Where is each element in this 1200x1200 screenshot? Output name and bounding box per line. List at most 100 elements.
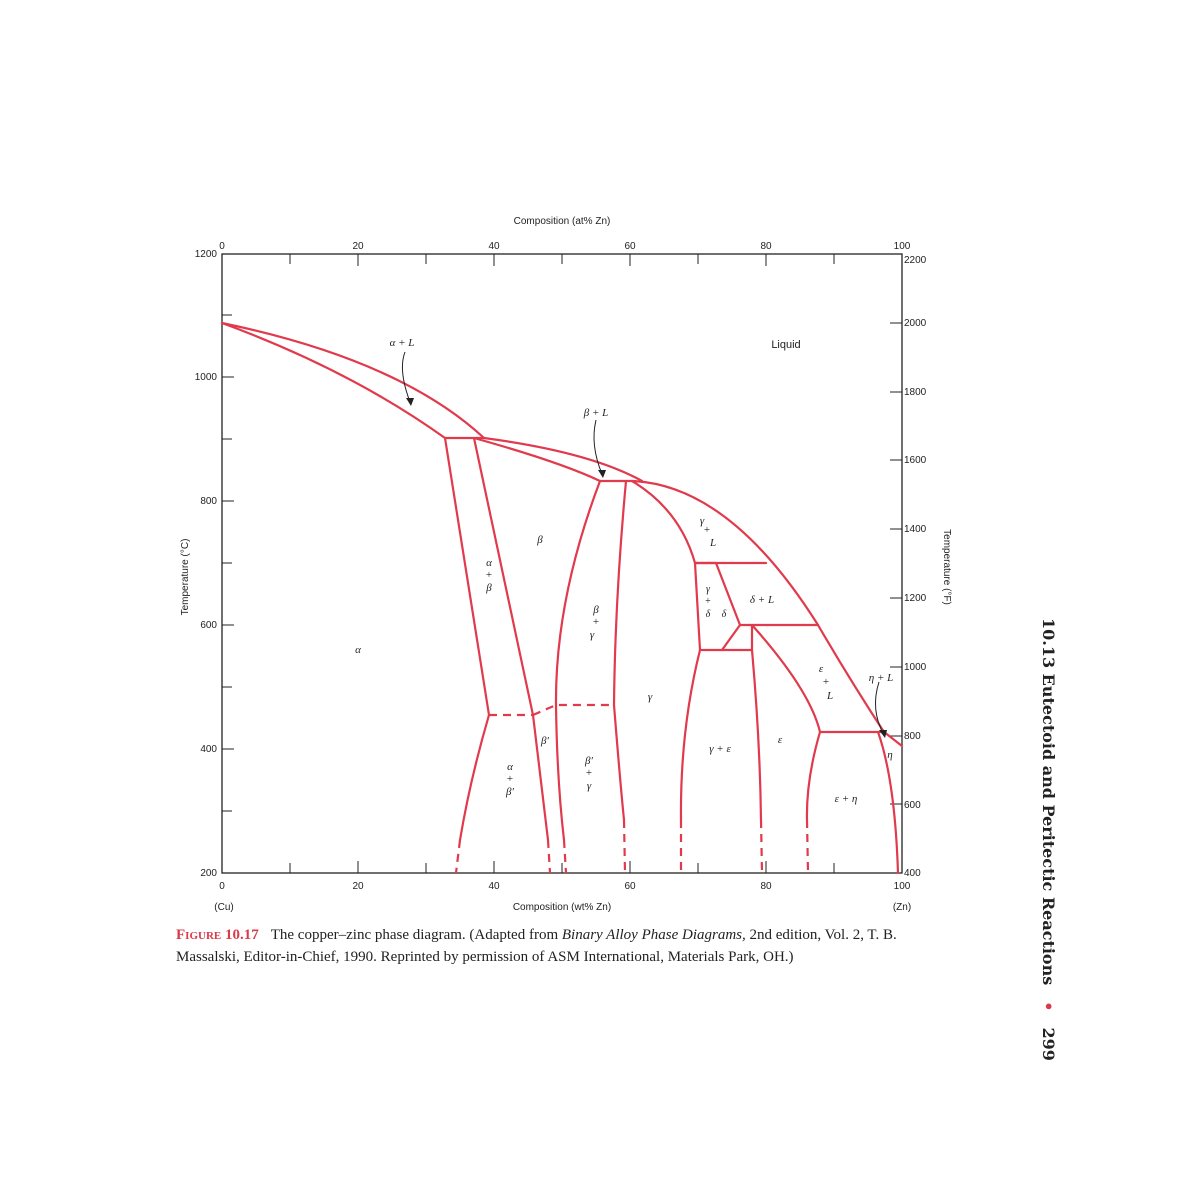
- left-ticks: [222, 314, 234, 812]
- eta-solidus: [876, 730, 900, 875]
- label-delta: δ: [722, 609, 727, 620]
- caption-text-post: 2nd edition, Vol. 2, T. B. Massalski, Ed…: [176, 927, 897, 965]
- left-tick-label-600: 600: [200, 620, 217, 631]
- section-title: 10.13 Eutectoid and Peritectic Reactions: [1039, 618, 1058, 986]
- label-epsilon-l-3: L: [826, 690, 833, 702]
- beta-left-high: [472, 436, 535, 717]
- epsilon-liquidus: [816, 623, 886, 734]
- right-ticks: [890, 322, 902, 805]
- label-gamma-l-1: γ: [700, 515, 705, 527]
- label-epsilon: ε: [778, 734, 783, 746]
- bottom-tick-label-80: 80: [760, 881, 772, 892]
- gamma-right: [679, 648, 702, 822]
- right-tick-label-1200: 1200: [904, 593, 927, 604]
- label-delta-l: δ + L: [750, 594, 774, 606]
- cu-end-label: (Cu): [214, 902, 233, 913]
- figure-label-number: 10.17: [224, 927, 259, 943]
- bullet-separator: •: [1039, 1001, 1058, 1012]
- left-tick-label-200: 200: [200, 868, 217, 879]
- right-tick-label-600: 600: [904, 800, 921, 811]
- top-tick-label-60: 60: [624, 241, 636, 252]
- bottom-ticks: [221, 861, 835, 873]
- left-tick-label-1200: 1200: [195, 249, 218, 260]
- alpha-l-arrow: [401, 351, 411, 403]
- bottom-tick-label-20: 20: [352, 881, 364, 892]
- label-beta-gamma-3: γ: [590, 629, 595, 641]
- figure-caption: Figure 10.17 The copper–zinc phase diagra…: [176, 924, 936, 968]
- label-betap: β′: [540, 735, 549, 747]
- label-alpha-betap-1: α: [507, 761, 513, 773]
- label-betap-gamma-2: +: [586, 767, 592, 779]
- right-tick-label-2000: 2000: [904, 318, 927, 329]
- right-tick-label-1000: 1000: [904, 662, 927, 673]
- betap-dashed-left: [546, 839, 552, 874]
- label-eta: η: [887, 749, 892, 761]
- label-betap-gamma-1: β′: [584, 755, 593, 767]
- gamma-dashed-left: [622, 819, 627, 874]
- beta-left-low: [531, 713, 550, 842]
- left-axis-title: Temperature (°C): [180, 539, 191, 616]
- caption-source-title: Binary Alloy Phase Diagrams,: [561, 927, 746, 943]
- epsilon-dashed-left: [759, 819, 764, 874]
- label-epsilon-eta: ε + η: [835, 793, 858, 805]
- label-beta-l: β + L: [583, 407, 609, 419]
- arrowheads: [406, 398, 887, 738]
- label-gamma-delta-3: δ: [706, 609, 711, 620]
- label-gamma-l-2: +: [704, 524, 710, 536]
- label-gamma: γ: [648, 691, 653, 703]
- top-ticks: [221, 254, 835, 266]
- label-alpha-beta-3: β: [485, 582, 492, 594]
- gamma-left-low: [612, 703, 626, 822]
- liquidus-beta: [482, 436, 644, 483]
- label-gamma-epsilon: γ + ε: [709, 743, 731, 755]
- top-axis-title: Composition (at% Zn): [514, 216, 611, 227]
- right-tick-label-1600: 1600: [904, 455, 927, 466]
- gamma-liquid-solidus: [630, 479, 697, 565]
- bottom-tick-label-100: 100: [894, 881, 911, 892]
- top-tick-label-0: 0: [219, 241, 225, 252]
- alpha-dashed: [454, 839, 462, 874]
- left-tick-label-800: 800: [200, 496, 217, 507]
- bottom-axis-title: Composition (wt% Zn): [513, 902, 611, 913]
- right-tick-label-2200: 2200: [904, 255, 927, 266]
- figure-label-prefix: Figure: [176, 927, 222, 943]
- caption-text-pre: The copper–zinc phase diagram. (Adapted …: [270, 927, 562, 943]
- label-betap-gamma-3: γ: [587, 780, 592, 792]
- right-axis-title: Temperature (°F): [941, 529, 952, 605]
- zn-end-label: (Zn): [893, 902, 911, 913]
- label-beta: β: [536, 534, 543, 546]
- figure-label: Figure 10.17: [176, 927, 259, 943]
- alpha-boundary-high: [443, 436, 491, 717]
- dashed-boundaries: [454, 703, 810, 874]
- beta-l-arrow: [593, 419, 603, 475]
- liquidus-cu-side: [220, 321, 486, 440]
- page-number: 299: [1039, 1027, 1058, 1061]
- running-head: 10.13 Eutectoid and Peritectic Reactions…: [1039, 618, 1058, 1061]
- top-tick-label-100: 100: [894, 241, 911, 252]
- epsilon-left-solidus: [750, 623, 822, 734]
- label-alpha-l: α + L: [390, 337, 415, 349]
- phase-boundaries: [220, 321, 904, 875]
- betap-dashed-right: [562, 839, 568, 874]
- label-alpha-beta-1: α: [486, 557, 492, 569]
- label-liquid: Liquid: [771, 339, 800, 351]
- epsilon-left: [750, 648, 763, 822]
- label-alpha: α: [355, 644, 361, 656]
- bottom-tick-label-0: 0: [219, 881, 225, 892]
- label-eta-l: η + L: [869, 672, 894, 684]
- right-tick-label-400: 400: [904, 868, 921, 879]
- top-tick-label-20: 20: [352, 241, 364, 252]
- right-tick-label-1800: 1800: [904, 387, 927, 398]
- label-alpha-beta-2: +: [486, 569, 492, 581]
- phase-labels: α + L Liquid β + L α β γ α + β β + γ γ +…: [355, 337, 893, 805]
- epsilon-right: [805, 730, 822, 822]
- label-alpha-betap-2: +: [507, 773, 513, 785]
- right-tick-label-1400: 1400: [904, 524, 927, 535]
- epsilon-dashed-right: [805, 819, 810, 874]
- label-epsilon-l-2: +: [823, 676, 829, 688]
- label-gamma-delta-1: γ: [706, 584, 711, 595]
- order-disorder-line-2: [532, 703, 614, 717]
- label-gamma-delta-2: +: [705, 596, 711, 607]
- label-epsilon-l-1: ε: [819, 663, 824, 675]
